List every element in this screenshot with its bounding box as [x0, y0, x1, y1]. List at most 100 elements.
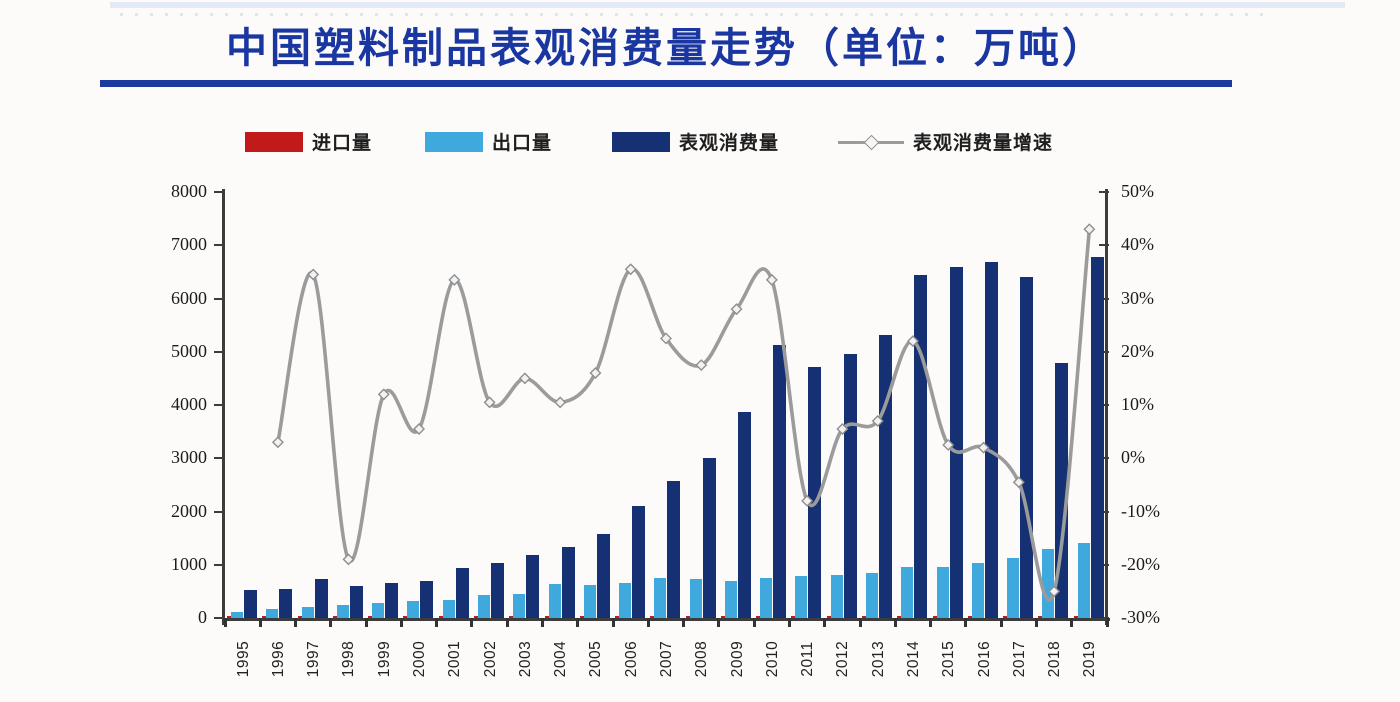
bar-consumption-2015 [949, 266, 963, 618]
y-axis-right-line [1105, 189, 1108, 625]
growth-marker-2007 [660, 332, 672, 345]
x-axis-year-label-2013: 2013 [869, 640, 887, 678]
bar-consumption-2013 [879, 335, 893, 618]
x-axis-year-label-2019: 2019 [1081, 640, 1099, 678]
left-axis-tick [214, 297, 223, 300]
x-axis-year-label-2012: 2012 [834, 640, 852, 678]
x-axis-tick [858, 618, 862, 627]
x-axis-tick [929, 618, 933, 627]
bar-consumption-2014 [914, 274, 928, 618]
x-axis-year-label-2015: 2015 [940, 640, 958, 678]
bar-consumption-2006 [632, 506, 646, 618]
x-axis-tick [787, 618, 791, 627]
cropped-content-remnant-dots [120, 13, 1265, 16]
bar-import-2010 [756, 616, 761, 618]
x-axis-year-label-2006: 2006 [622, 640, 640, 678]
right-axis-tick [1099, 191, 1109, 193]
right-axis-tick [1099, 350, 1109, 353]
left-axis-tick [214, 617, 223, 619]
right-axis-tick-label-40%: 40% [1121, 234, 1154, 255]
legend-label: 表观消费量 [679, 133, 780, 154]
bar-import-1999 [368, 616, 373, 618]
left-axis-tick-label-0: 0 [198, 607, 207, 627]
left-axis-tick [214, 457, 223, 460]
bar-export-2014 [901, 567, 914, 618]
bar-import-2017 [1003, 616, 1008, 618]
y-axis-left-line [222, 189, 225, 625]
bar-export-2017 [1007, 557, 1020, 618]
bar-import-2006 [615, 616, 620, 618]
x-axis-year-label-2000: 2000 [411, 640, 429, 678]
x-axis-year-label-2009: 2009 [728, 640, 746, 678]
bar-export-2012 [830, 574, 843, 618]
x-axis-tick [223, 618, 227, 627]
bar-export-2000 [407, 600, 420, 618]
growth-marker-2006 [624, 263, 637, 276]
right-axis-tick [1099, 297, 1109, 300]
bar-consumption-1997 [314, 578, 328, 618]
bar-consumption-2016 [984, 261, 998, 618]
x-axis-line [222, 618, 1110, 621]
bar-export-2005 [583, 584, 596, 618]
bar-consumption-2007 [667, 480, 681, 618]
legend-item-growth: 表观消费量增速 [838, 128, 1053, 155]
bar-export-2006 [619, 582, 632, 618]
bar-export-2018 [1042, 548, 1055, 618]
bar-import-2018 [1038, 616, 1043, 618]
bar-import-2016 [967, 616, 972, 618]
bar-export-2009 [724, 580, 737, 618]
bar-consumption-2018 [1055, 363, 1069, 618]
x-axis-year-label-1996: 1996 [269, 640, 287, 678]
bar-export-2003 [513, 593, 526, 618]
bar-export-2007 [654, 578, 667, 618]
right-axis-tick-label-0%: 0% [1121, 447, 1145, 468]
bar-consumption-1998 [349, 586, 363, 618]
bar-consumption-2009 [737, 411, 751, 618]
bar-export-2001 [442, 600, 455, 618]
x-axis-year-label-2004: 2004 [552, 640, 570, 678]
growth-marker-2001 [448, 273, 461, 286]
bar-import-2002 [473, 616, 478, 618]
growth-line-marker-icon [838, 132, 904, 152]
x-axis-tick [752, 618, 756, 627]
x-axis-year-label-2007: 2007 [658, 640, 675, 678]
growth-marker-2019 [1083, 223, 1096, 236]
x-axis-tick [999, 618, 1003, 627]
legend-item-import: 进口量 [245, 128, 372, 155]
right-axis-tick [1099, 404, 1109, 406]
bar-import-2014 [897, 616, 902, 618]
legend-item-export: 出口量 [425, 128, 552, 155]
left-axis-tick [214, 510, 223, 513]
bar-import-2005 [579, 616, 584, 618]
x-axis-year-label-2018: 2018 [1046, 640, 1064, 678]
bar-import-1995 [227, 616, 231, 618]
left-axis-tick [214, 244, 223, 247]
x-axis-tick [1034, 618, 1038, 627]
right-axis-tick-label-30%: 30% [1121, 287, 1154, 308]
x-axis-tick [823, 618, 827, 627]
bar-consumption-2005 [596, 533, 610, 618]
x-axis-year-label-1998: 1998 [340, 640, 358, 678]
bar-import-1996 [262, 616, 267, 618]
legend-label: 出口量 [492, 133, 553, 154]
cropped-content-remnant-line [110, 2, 1345, 8]
x-axis-tick [964, 618, 968, 627]
x-axis-year-label-1997: 1997 [305, 640, 323, 678]
x-axis-tick [541, 618, 545, 627]
bar-import-2013 [862, 616, 867, 618]
bar-consumption-2008 [702, 458, 716, 618]
bar-export-2002 [477, 595, 490, 618]
left-axis-tick-label-7000: 7000 [171, 234, 207, 255]
bar-export-2008 [689, 579, 702, 618]
bar-consumption-2000 [420, 580, 434, 618]
left-axis-tick [214, 563, 223, 566]
x-axis-year-label-2010: 2010 [763, 640, 781, 678]
bar-consumption-2019 [1090, 257, 1104, 618]
x-axis-tick [399, 618, 403, 627]
growth-marker-2002 [483, 396, 496, 409]
bar-consumption-1999 [385, 582, 399, 618]
bar-import-2011 [791, 616, 796, 618]
x-axis-year-label-2014: 2014 [904, 640, 922, 678]
right-axis-tick-label-50%: 50% [1121, 181, 1154, 201]
bar-export-2019 [1077, 543, 1090, 618]
